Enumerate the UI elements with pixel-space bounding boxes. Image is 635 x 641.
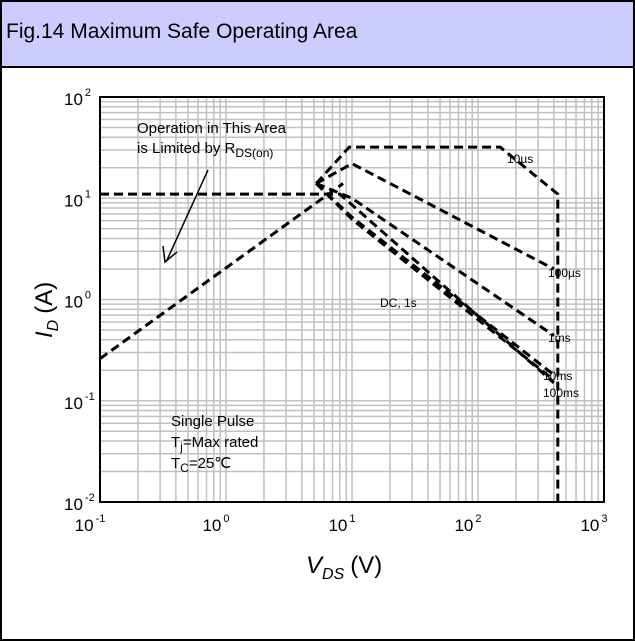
label-100ms: 100ms — [543, 386, 579, 400]
x-tick-label: 10 3 — [580, 513, 607, 535]
condition-tj: Tj=Max rated — [171, 434, 258, 454]
rds-annotation-line1: Operation in This Area — [137, 120, 287, 137]
tick-labels: 10 -1 10 0 10 1 10 2 10 310 -210 -110 010 110 2 — [64, 87, 608, 535]
series-line-6 — [100, 192, 555, 385]
label-10us: 10µs — [507, 152, 533, 166]
plot-border — [99, 96, 605, 503]
series-line-1 — [315, 145, 560, 502]
label-1ms: 1ms — [548, 331, 571, 345]
rds-arrow-head — [162, 245, 178, 264]
series-line-0 — [99, 182, 344, 360]
chart-title: Fig.14 Maximum Safe Operating Area — [6, 20, 358, 43]
y-tick-label: 10 -1 — [64, 391, 95, 413]
rds-annotation-line2: is Limited by RDS(on) — [137, 140, 273, 160]
series-lines — [99, 145, 560, 502]
label-10ms: 10ms — [543, 369, 572, 383]
grid-lines — [99, 97, 604, 503]
label-100us: 100µs — [548, 266, 581, 280]
x-tick-label: 10 2 — [454, 513, 481, 535]
x-axis-label: VDS (V) — [306, 552, 382, 583]
y-tick-label: 10 2 — [64, 87, 91, 109]
y-axis-label: ID(A) — [31, 282, 62, 338]
x-tick-label: 10 0 — [202, 513, 229, 535]
series-line-3 — [315, 182, 555, 337]
condition-single-pulse: Single Pulse — [171, 413, 254, 430]
chart-header: Fig.14 Maximum Safe Operating Area — [2, 2, 633, 68]
x-tick-label: 10 1 — [328, 513, 355, 535]
rds-arrow — [166, 169, 209, 261]
condition-tc: TC=25℃ — [171, 455, 231, 475]
label-dc-1s: DC, 1s — [380, 296, 417, 310]
y-tick-label: 10 0 — [64, 290, 91, 312]
x-tick-label: 10 -1 — [75, 513, 106, 535]
y-tick-label: 10 -2 — [64, 492, 95, 514]
y-tick-label: 10 1 — [64, 188, 91, 210]
